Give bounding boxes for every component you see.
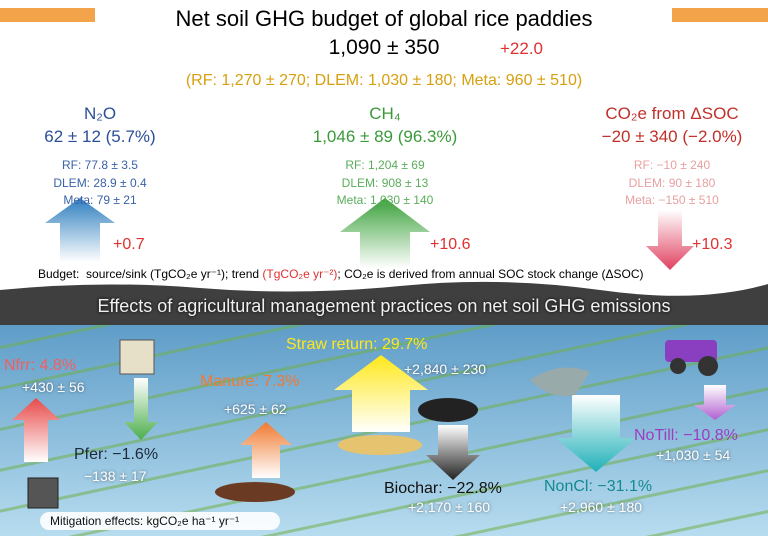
model-value: DLEM: 28.9 ± 0.4 bbox=[53, 176, 147, 190]
practice-label: Pfer: −1.6% bbox=[74, 446, 159, 463]
title: Net soil GHG budget of global rice paddi… bbox=[175, 6, 593, 31]
component-value: 1,046 ± 89 (96.3%) bbox=[312, 127, 458, 146]
practice-label: Biochar: −22.8% bbox=[384, 480, 502, 497]
model-value: Meta: −150 ± 510 bbox=[625, 193, 719, 207]
trend: +10.3 bbox=[692, 236, 733, 253]
total: 1,090 ± 350 bbox=[328, 36, 440, 59]
trend: +10.6 bbox=[430, 236, 471, 253]
practice-label: Nfrr: 4.8% bbox=[4, 357, 77, 374]
component-value: −20 ± 340 (−2.0%) bbox=[601, 127, 743, 146]
model-value: RF: 1,204 ± 69 bbox=[345, 158, 425, 172]
legend-text: Budget: source/sink (TgCO₂e yr⁻¹); trend bbox=[38, 267, 263, 281]
footer: Mitigation effects: kgCO₂e ha⁻¹ yr⁻¹ bbox=[50, 514, 240, 528]
practice-effect: +2,960 ± 180 bbox=[560, 499, 643, 515]
practice-effect: +430 ± 56 bbox=[22, 379, 85, 395]
model-value: RF: 77.8 ± 3.5 bbox=[62, 158, 138, 172]
component-value: 62 ± 12 (5.7%) bbox=[44, 127, 156, 146]
legend: Budget: source/sink (TgCO₂e yr⁻¹); trend… bbox=[38, 268, 644, 280]
model-value: DLEM: 908 ± 13 bbox=[341, 176, 429, 190]
legend-note: ; CO₂e is derived from annual SOC stock … bbox=[337, 267, 644, 281]
practice-effect: +1,030 ± 54 bbox=[656, 447, 731, 463]
practice-effect: +2,170 ± 160 bbox=[408, 499, 491, 515]
practice-effect: +625 ± 62 bbox=[224, 401, 287, 417]
practice-label: NonCl: −31.1% bbox=[544, 478, 653, 495]
legend-trend: (TgCO₂e yr⁻²) bbox=[262, 267, 338, 281]
model-value: Meta: 1,030 ± 140 bbox=[336, 193, 434, 207]
component-name: N₂O bbox=[83, 104, 117, 123]
practice-label: Straw return: 29.7% bbox=[286, 336, 428, 353]
model-value: RF: −10 ± 240 bbox=[633, 158, 711, 172]
component-name: CO₂e from ΔSOC bbox=[605, 104, 739, 123]
practice-label: Manure: 7.3% bbox=[200, 373, 300, 390]
model-value: DLEM: 90 ± 180 bbox=[628, 176, 716, 190]
practice-effect: +2,840 ± 230 bbox=[404, 361, 487, 377]
model-value: Meta: 79 ± 21 bbox=[63, 193, 137, 207]
component-name: CH₄ bbox=[369, 104, 401, 123]
total-trend: +22.0 bbox=[500, 39, 544, 58]
practice-label: NoTill: −10.8% bbox=[634, 427, 738, 444]
models: (RF: 1,270 ± 270; DLEM: 1,030 ± 180; Met… bbox=[185, 72, 583, 89]
practice-effect: −138 ± 17 bbox=[84, 468, 147, 484]
trend: +0.7 bbox=[113, 236, 145, 253]
section-title: Effects of agricultural management pract… bbox=[97, 296, 671, 316]
